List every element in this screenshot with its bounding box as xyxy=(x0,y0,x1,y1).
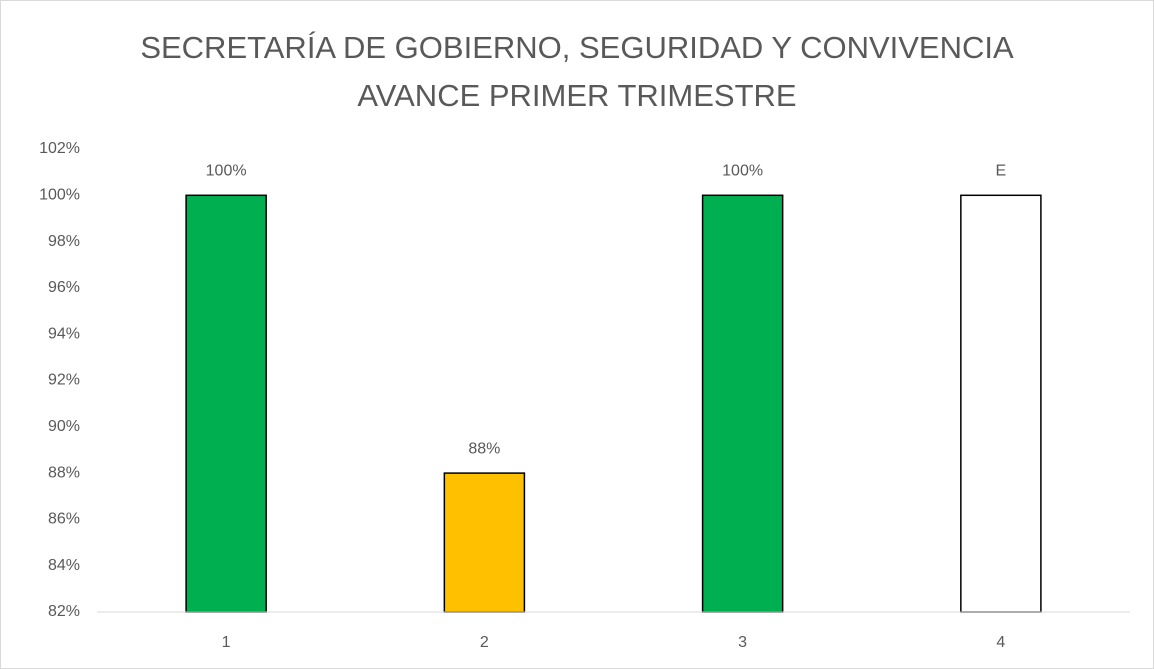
value-label: 100% xyxy=(206,163,247,180)
bar xyxy=(185,194,267,613)
y-tick-label: 82% xyxy=(48,603,80,620)
bar xyxy=(960,194,1042,613)
y-tick-label: 96% xyxy=(48,279,80,296)
y-tick-label: 94% xyxy=(48,325,80,342)
y-tick-label: 88% xyxy=(48,464,80,481)
x-tick-label: 4 xyxy=(996,634,1005,651)
y-tick-label: 98% xyxy=(48,233,80,250)
y-tick-label: 90% xyxy=(48,418,80,435)
chart-title: SECRETARÍA DE GOBIERNO, SEGURIDAD Y CONV… xyxy=(140,30,1014,65)
bar xyxy=(701,194,784,613)
y-tick-label: 86% xyxy=(48,511,80,528)
value-label: E xyxy=(996,163,1007,180)
x-tick-label: 3 xyxy=(738,634,747,651)
value-label: 100% xyxy=(722,163,763,180)
y-tick-label: 92% xyxy=(48,372,80,389)
y-tick-label: 100% xyxy=(39,187,80,204)
bar xyxy=(443,472,526,613)
chart-subtitle: AVANCE PRIMER TRIMESTRE xyxy=(357,78,796,113)
y-tick-label: 84% xyxy=(48,557,80,574)
y-tick-label: 102% xyxy=(39,140,80,157)
x-tick-label: 2 xyxy=(480,634,489,651)
x-tick-label: 1 xyxy=(222,634,231,651)
value-label: 88% xyxy=(468,440,500,457)
